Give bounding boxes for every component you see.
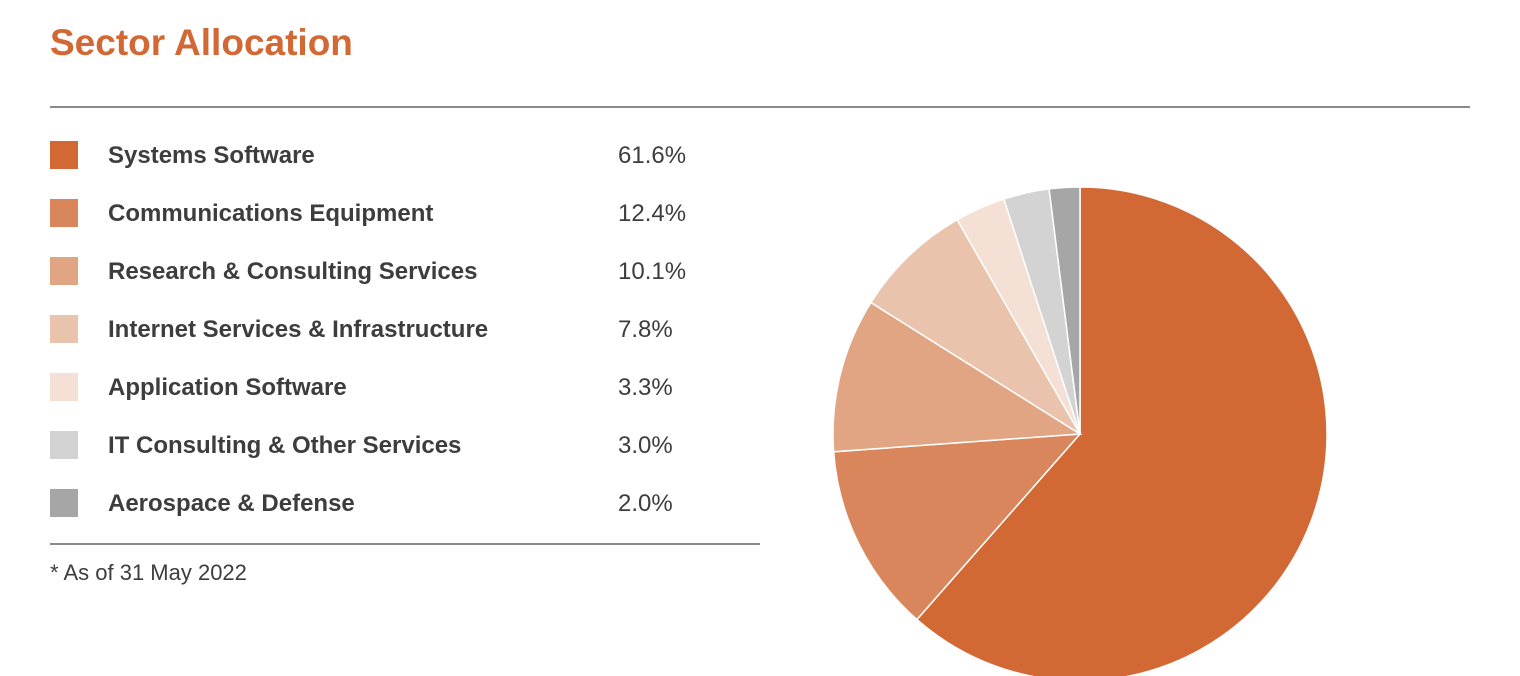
legend-item-communications-equipment: Communications Equipment 12.4% xyxy=(50,197,760,255)
legend-item-research-consulting: Research & Consulting Services 10.1% xyxy=(50,255,760,313)
pie-slice-research-consulting-services xyxy=(832,301,1083,453)
legend-value: 2.0% xyxy=(618,490,673,517)
legend-label: IT Consulting & Other Services xyxy=(108,432,462,459)
page-title: Sector Allocation xyxy=(50,22,353,63)
pie-slice-systems-software xyxy=(915,186,1328,676)
legend-swatch xyxy=(50,431,78,459)
top-divider xyxy=(50,106,1470,108)
pie-slice-communications-equipment xyxy=(832,433,1082,621)
legend-item-it-consulting: IT Consulting & Other Services 3.0% xyxy=(50,429,760,487)
legend-item-application-software: Application Software 3.3% xyxy=(50,371,760,429)
legend-item-aerospace-defense: Aerospace & Defense 2.0% xyxy=(50,487,760,545)
legend-swatch xyxy=(50,257,78,285)
bottom-divider xyxy=(50,543,760,545)
legend: Systems Software 61.6% Communications Eq… xyxy=(50,139,760,545)
legend-label: Aerospace & Defense xyxy=(108,490,355,517)
legend-value: 3.3% xyxy=(618,374,673,401)
legend-swatch xyxy=(50,141,78,169)
pie-slice-internet-services-infrastructure xyxy=(869,218,1081,435)
legend-value: 12.4% xyxy=(618,200,687,227)
legend-swatch xyxy=(50,315,78,343)
legend-swatch xyxy=(50,489,78,517)
legend-label: Communications Equipment xyxy=(108,200,434,227)
legend-swatch xyxy=(50,199,78,227)
legend-item-internet-services: Internet Services & Infrastructure 7.8% xyxy=(50,313,760,371)
legend-label: Application Software xyxy=(108,374,347,401)
legend-value: 3.0% xyxy=(618,432,673,459)
legend-label: Internet Services & Infrastructure xyxy=(108,316,489,343)
legend-value: 61.6% xyxy=(618,142,687,169)
footnote: * As of 31 May 2022 xyxy=(50,560,247,585)
legend-value: 10.1% xyxy=(618,258,687,285)
pie-slice-aerospace-defense xyxy=(1048,186,1081,435)
legend-item-systems-software: Systems Software 61.6% xyxy=(50,139,760,197)
legend-value: 7.8% xyxy=(618,316,673,343)
legend-label: Research & Consulting Services xyxy=(108,258,478,285)
legend-label: Systems Software xyxy=(108,142,315,169)
legend-swatch xyxy=(50,373,78,401)
